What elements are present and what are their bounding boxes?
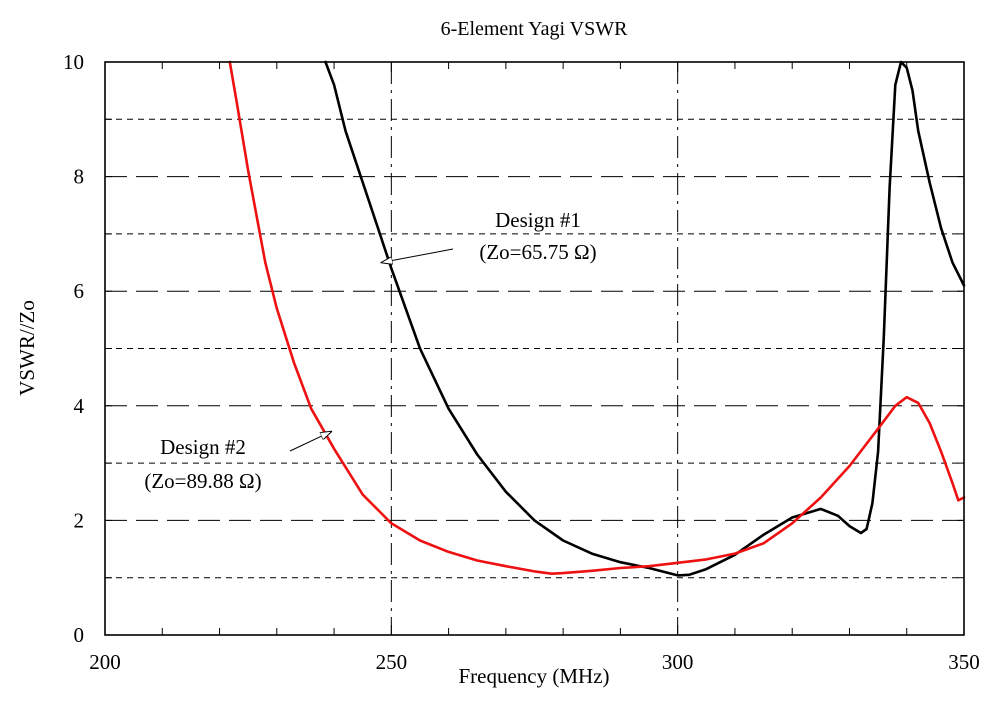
annotation-arrow bbox=[289, 432, 331, 452]
y-axis-label: VSWR//Zo bbox=[15, 300, 39, 396]
minor-ticks bbox=[105, 62, 964, 635]
series-line-1 bbox=[324, 60, 966, 577]
grid bbox=[105, 62, 964, 635]
annotation-title: Design #1 bbox=[495, 208, 581, 232]
annotation-impedance: (Zo=89.88 Ω) bbox=[144, 469, 261, 493]
tick-labels: 200 250 300 350 0 2 4 6 8 10 bbox=[63, 50, 980, 674]
x-tick-label: 250 bbox=[376, 650, 408, 674]
annotation-arrow bbox=[382, 248, 454, 263]
series-layer bbox=[228, 60, 966, 577]
annotation-title: Design #2 bbox=[160, 435, 246, 459]
y-tick-label: 0 bbox=[74, 623, 85, 647]
x-tick-label: 350 bbox=[948, 650, 980, 674]
x-axis-label: Frequency (MHz) bbox=[458, 664, 609, 688]
annotation-impedance: (Zo=65.75 Ω) bbox=[479, 240, 596, 264]
y-tick-label: 8 bbox=[74, 165, 85, 189]
x-tick-label: 300 bbox=[662, 650, 694, 674]
series-line-2 bbox=[228, 60, 966, 576]
plot-frame bbox=[104, 61, 965, 636]
y-tick-label: 4 bbox=[74, 394, 85, 418]
chart-title: 6-Element Yagi VSWR bbox=[441, 18, 629, 40]
x-tick-label: 200 bbox=[89, 650, 121, 674]
y-tick-label: 2 bbox=[74, 508, 85, 532]
annotations: Design #1 (Zo=65.75 Ω) Design #2 (Zo=89.88 … bbox=[144, 208, 596, 493]
y-tick-label: 10 bbox=[63, 50, 84, 74]
y-tick-label: 6 bbox=[74, 279, 85, 303]
